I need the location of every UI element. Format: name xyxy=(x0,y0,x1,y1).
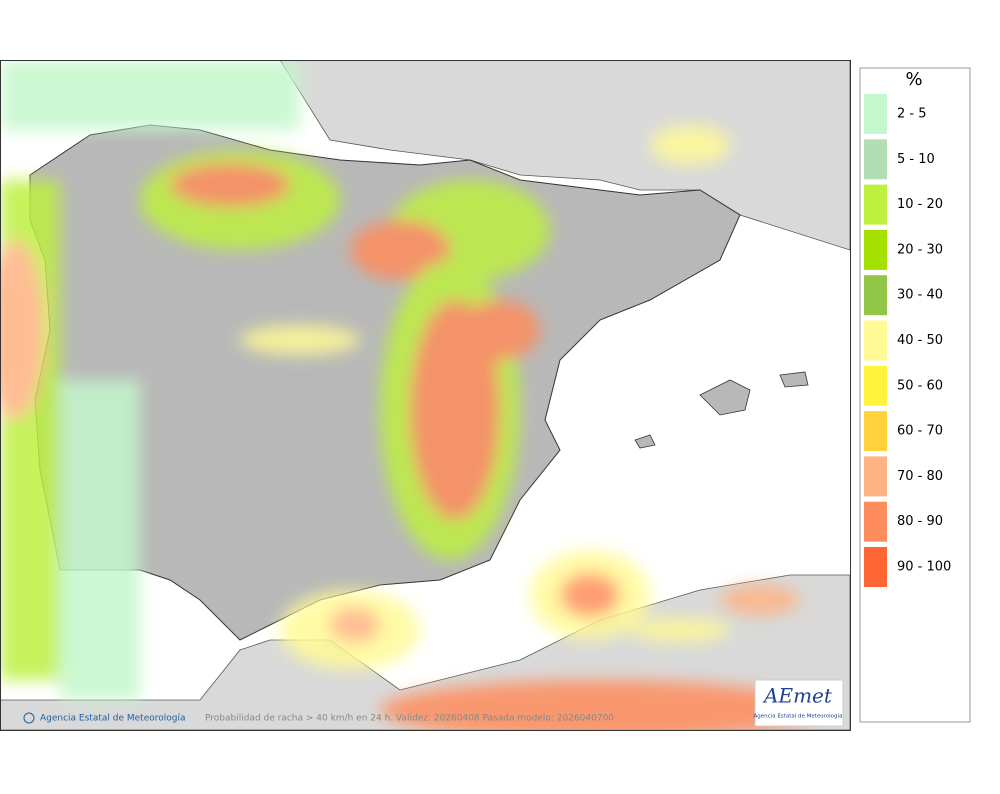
legend-items: 2 - 5 5 - 10 10 - 20 20 - 30 30 - 40 40 - 50 5… xyxy=(864,94,951,587)
legend-label: 80 - 90 xyxy=(897,514,943,529)
legend-title: % xyxy=(905,69,922,90)
map-frame xyxy=(0,60,851,731)
credit: Agencia Estatal de Meteorología xyxy=(40,714,186,724)
legend-label: 90 - 100 xyxy=(897,560,951,575)
legend-swatch xyxy=(864,456,887,497)
legend-swatch xyxy=(864,229,887,270)
legend-swatch xyxy=(864,547,887,587)
legend-swatch xyxy=(864,411,887,452)
legend-swatch xyxy=(864,275,887,316)
legend-swatch xyxy=(864,501,887,542)
legend-label: 20 - 30 xyxy=(897,242,943,257)
legend-label: 5 - 10 xyxy=(897,152,935,167)
land-france xyxy=(279,60,850,251)
legend-label: 40 - 50 xyxy=(897,333,943,348)
legend-label: 50 - 60 xyxy=(897,378,943,393)
legend-label: 10 - 20 xyxy=(897,197,943,212)
legend-swatch xyxy=(864,184,887,225)
legend-label: 30 - 40 xyxy=(897,288,943,303)
legend-label: 60 - 70 xyxy=(897,424,943,439)
legend-swatch xyxy=(864,320,887,361)
legend-label: 2 - 5 xyxy=(897,107,927,122)
probability-field xyxy=(0,60,820,730)
copyright-icon xyxy=(23,712,35,724)
map: AEmet Agencia Estatal de Meteorología Ag… xyxy=(0,60,850,730)
land-balearics xyxy=(634,371,809,449)
logo-subtitle: Agencia Estatal de Meteorología xyxy=(754,713,843,720)
logo-box xyxy=(754,679,844,727)
legend-label: 70 - 80 xyxy=(897,469,943,484)
legend-swatch xyxy=(864,139,887,180)
legend-swatch xyxy=(864,94,887,134)
logo-name: AEmet xyxy=(762,684,833,708)
caption: Probabilidad de racha > 40 km/h en 24 h.… xyxy=(205,714,614,724)
legend-swatch xyxy=(864,365,887,406)
